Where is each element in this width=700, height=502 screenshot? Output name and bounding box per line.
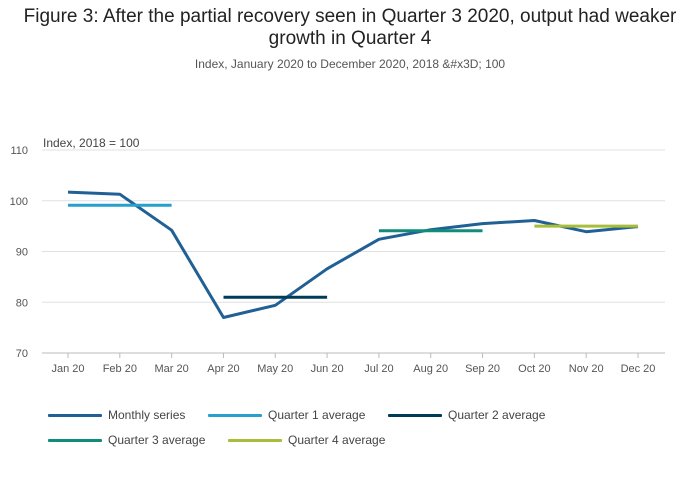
x-tick-label: Dec 20 (621, 363, 656, 375)
legend-swatch (208, 414, 262, 418)
x-tick-label: Jul 20 (364, 363, 393, 375)
x-tick-label: May 20 (257, 363, 293, 375)
x-tick-label: Apr 20 (207, 363, 239, 375)
legend-item-quarter-1-average[interactable]: Quarter 1 average (208, 406, 365, 424)
y-tick-label: 110 (10, 145, 28, 157)
y-tick-label: 100 (10, 196, 28, 208)
line-chart: Jan 20 Feb 20 Mar 20 Apr 20 May 20 Jun 20 Jul … (10, 145, 665, 375)
x-tick-label: Oct 20 (518, 363, 550, 375)
series-lines (67, 190, 639, 319)
x-tick-label: Nov 20 (569, 363, 604, 375)
legend-swatch (48, 414, 102, 418)
x-tick-label: Jan 20 (51, 363, 84, 375)
legend-label: Quarter 4 average (288, 433, 386, 447)
legend-label: Quarter 3 average (108, 433, 206, 447)
x-tick-label: Aug 20 (413, 363, 448, 375)
x-tick-label: Sep 20 (465, 363, 500, 375)
y-axis-label: Index, 2018 = 100 (43, 136, 140, 150)
x-tick-label: Jun 20 (311, 363, 344, 375)
x-tick-label: Mar 20 (155, 363, 189, 375)
y-axis: 70 80 90 100 110 (10, 145, 28, 360)
legend-swatch (388, 414, 442, 418)
legend-item-quarter-2-average[interactable]: Quarter 2 average (388, 406, 545, 424)
y-tick-label: 80 (16, 297, 28, 309)
legend-item-monthly-series[interactable]: Monthly series (48, 406, 185, 424)
legend-label: Quarter 2 average (448, 408, 546, 422)
legend-item-quarter-4-average[interactable]: Quarter 4 average (228, 431, 385, 449)
y-tick-label: 90 (16, 247, 28, 259)
legend-label: Monthly series (108, 408, 186, 422)
series-line-monthly-series (67, 190, 639, 319)
legend-label: Quarter 1 average (268, 408, 366, 422)
legend-swatch (48, 439, 102, 443)
chart-subtitle: Index, January 2020 to December 2020, 20… (194, 57, 506, 71)
gridlines (42, 149, 665, 303)
legend-item-quarter-3-average[interactable]: Quarter 3 average (48, 431, 205, 449)
legend-swatch (228, 439, 282, 443)
x-axis: Jan 20 Feb 20 Mar 20 Apr 20 May 20 Jun 20 Jul … (42, 352, 665, 375)
x-tick-label: Feb 20 (103, 363, 137, 375)
chart-title: Figure 3: After the partial recovery see… (23, 6, 677, 49)
y-tick-label: 70 (16, 348, 28, 360)
